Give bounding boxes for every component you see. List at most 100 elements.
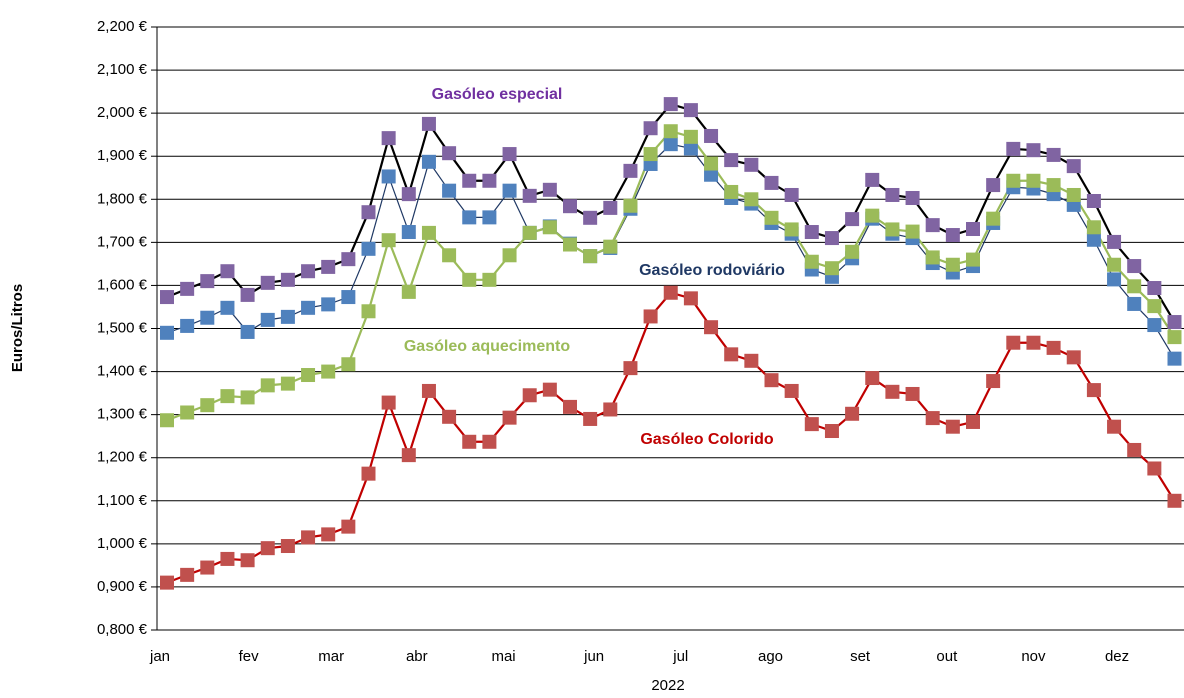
marker	[462, 210, 477, 225]
marker	[301, 264, 316, 279]
marker	[502, 183, 517, 198]
marker	[1026, 143, 1041, 158]
marker	[583, 210, 598, 225]
marker	[1046, 147, 1061, 162]
marker	[240, 390, 255, 405]
y-tick-label: 1,500 €	[97, 319, 148, 336]
x-tick-label: fev	[239, 648, 260, 665]
marker	[845, 212, 860, 227]
marker	[583, 249, 598, 264]
marker	[966, 222, 980, 237]
marker	[401, 284, 416, 299]
marker	[301, 368, 316, 383]
marker	[160, 325, 174, 340]
marker	[966, 252, 980, 267]
marker	[220, 551, 235, 566]
marker	[643, 147, 658, 162]
marker	[341, 357, 356, 372]
marker	[945, 257, 960, 272]
marker	[1167, 330, 1182, 345]
marker	[1107, 234, 1122, 249]
x-tick-label: out	[936, 648, 958, 665]
marker	[180, 318, 195, 333]
marker	[603, 402, 618, 417]
marker	[824, 424, 839, 439]
marker	[623, 198, 638, 213]
marker	[361, 466, 376, 481]
marker	[1167, 315, 1182, 330]
marker	[502, 410, 517, 425]
marker	[704, 128, 719, 143]
marker	[845, 406, 860, 421]
x-axis-title: 2022	[651, 677, 684, 694]
y-tick-label: 1,600 €	[97, 276, 148, 293]
x-tick-label: mai	[491, 648, 515, 665]
marker	[744, 192, 759, 207]
marker	[1107, 272, 1122, 287]
y-tick-label: 1,100 €	[97, 492, 148, 509]
marker	[341, 290, 356, 305]
marker	[663, 97, 678, 112]
x-tick-label: jan	[149, 648, 170, 665]
marker	[885, 187, 900, 202]
marker	[401, 187, 416, 202]
marker	[160, 290, 174, 305]
marker	[784, 187, 799, 202]
marker	[925, 250, 940, 265]
marker	[683, 129, 698, 144]
marker	[744, 353, 759, 368]
y-tick-label: 0,800 €	[97, 621, 148, 638]
series-label: Gasóleo Colorido	[640, 431, 774, 448]
marker	[401, 448, 416, 463]
marker	[1086, 194, 1101, 209]
marker	[341, 519, 356, 534]
marker	[522, 388, 537, 403]
y-tick-label: 2,200 €	[97, 18, 148, 35]
marker	[724, 184, 739, 199]
marker	[180, 281, 195, 296]
marker	[1026, 335, 1041, 350]
marker	[1147, 461, 1162, 476]
x-tick-label: mar	[318, 648, 344, 665]
marker	[704, 167, 719, 182]
y-tick-label: 1,200 €	[97, 449, 148, 466]
marker	[1086, 232, 1101, 247]
marker	[482, 434, 497, 449]
marker	[1086, 220, 1101, 235]
marker	[623, 361, 638, 376]
marker	[301, 300, 316, 315]
marker	[442, 146, 457, 161]
marker	[381, 169, 396, 184]
marker	[160, 413, 174, 428]
marker	[1147, 281, 1162, 296]
marker	[421, 116, 436, 131]
marker	[623, 163, 638, 178]
marker	[663, 137, 678, 152]
marker	[885, 222, 900, 237]
marker	[240, 287, 255, 302]
marker	[482, 173, 497, 188]
marker	[603, 239, 618, 254]
marker	[704, 156, 719, 171]
series-label: Gasóleo aquecimento	[404, 338, 570, 355]
series-label: Gasóleo rodoviário	[639, 262, 785, 279]
marker	[643, 121, 658, 136]
marker	[200, 274, 215, 289]
marker	[784, 222, 799, 237]
marker	[925, 411, 940, 426]
marker	[643, 309, 658, 324]
marker	[1127, 296, 1142, 311]
marker	[1066, 350, 1081, 365]
marker	[1046, 178, 1061, 193]
marker	[603, 200, 618, 215]
marker	[361, 205, 376, 220]
marker	[1006, 173, 1021, 188]
marker	[663, 285, 678, 300]
marker	[1147, 299, 1162, 314]
marker	[180, 405, 195, 420]
marker	[845, 244, 860, 259]
marker	[260, 312, 275, 327]
marker	[542, 182, 557, 197]
marker	[1127, 442, 1142, 457]
